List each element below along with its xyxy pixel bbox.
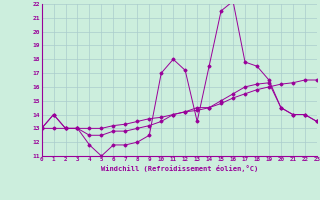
X-axis label: Windchill (Refroidissement éolien,°C): Windchill (Refroidissement éolien,°C)	[100, 165, 258, 172]
